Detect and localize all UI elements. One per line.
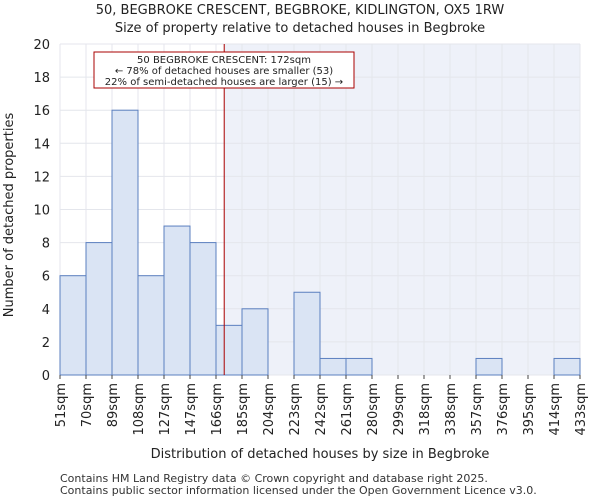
annotation-line-1: 50 BEGBROKE CRESCENT: 172sqm xyxy=(137,55,311,66)
x-tick-label: 433sqm xyxy=(574,383,589,436)
x-tick-label: 147sqm xyxy=(184,383,199,436)
y-tick-label: 18 xyxy=(33,71,50,86)
x-axis-ticks: 51sqm 70sqm 89sqm 108sqm 127sqm 147sqm 166sqm 1… xyxy=(54,375,589,436)
bar xyxy=(189,242,217,376)
x-tick-label: 261sqm xyxy=(340,383,355,436)
y-tick-label: 12 xyxy=(33,170,50,185)
bar xyxy=(345,357,373,376)
bar xyxy=(553,357,581,376)
x-tick-label: 414sqm xyxy=(548,383,563,436)
x-tick-label: 204sqm xyxy=(262,383,277,436)
y-axis-label: Number of detached properties xyxy=(2,113,17,318)
chart-title-line-2: Size of property relative to detached ho… xyxy=(115,21,485,36)
bars xyxy=(59,109,581,376)
y-tick-label: 4 xyxy=(42,303,50,318)
bar xyxy=(111,109,139,376)
y-tick-label: 20 xyxy=(33,38,50,53)
annotation-box: 50 BEGBROKE CRESCENT: 172sqm ← 78% of de… xyxy=(93,51,355,89)
x-tick-label: 242sqm xyxy=(314,383,329,436)
bar xyxy=(293,291,321,376)
annotation-line-3: 22% of semi-detached houses are larger (… xyxy=(105,77,343,88)
bar xyxy=(163,225,191,376)
x-tick-label: 127sqm xyxy=(158,383,173,436)
y-tick-label: 16 xyxy=(33,104,50,119)
annotation-line-2: ← 78% of detached houses are smaller (53… xyxy=(115,66,333,77)
x-tick-label: 223sqm xyxy=(288,383,303,436)
bar xyxy=(319,357,347,376)
y-tick-label: 14 xyxy=(33,137,50,152)
x-tick-label: 280sqm xyxy=(366,383,381,436)
y-tick-label: 10 xyxy=(33,204,50,219)
x-tick-label: 108sqm xyxy=(132,383,147,436)
bar xyxy=(475,357,503,376)
chart-title-line-1: 50, BEGBROKE CRESCENT, BEGBROKE, KIDLING… xyxy=(96,3,505,18)
annotation-border xyxy=(93,51,355,89)
footer-line-1: Contains HM Land Registry data © Crown c… xyxy=(60,472,488,485)
bar xyxy=(137,275,165,376)
y-axis-ticks: 0 2 4 6 8 10 12 14 16 18 20 xyxy=(33,38,50,384)
x-tick-label: 89sqm xyxy=(106,383,121,427)
bar xyxy=(59,275,87,376)
x-tick-label: 299sqm xyxy=(392,383,407,436)
x-tick-label: 338sqm xyxy=(444,383,459,436)
x-tick-label: 70sqm xyxy=(80,383,95,427)
x-tick-label: 318sqm xyxy=(418,383,433,436)
bar xyxy=(215,324,243,376)
x-tick-label: 51sqm xyxy=(54,383,69,427)
y-tick-label: 6 xyxy=(42,270,50,285)
y-tick-label: 8 xyxy=(42,237,50,252)
footer-line-2: Contains public sector information licen… xyxy=(60,484,537,497)
x-axis-label: Distribution of detached houses by size … xyxy=(151,447,490,462)
y-tick-label: 2 xyxy=(42,336,50,351)
x-tick-label: 185sqm xyxy=(236,383,251,436)
bar xyxy=(85,242,113,376)
bar xyxy=(241,308,269,376)
y-tick-label: 0 xyxy=(42,369,50,384)
x-tick-label: 395sqm xyxy=(522,383,537,436)
x-tick-label: 166sqm xyxy=(210,383,225,436)
x-tick-label: 357sqm xyxy=(470,383,485,436)
x-tick-label: 376sqm xyxy=(496,383,511,436)
